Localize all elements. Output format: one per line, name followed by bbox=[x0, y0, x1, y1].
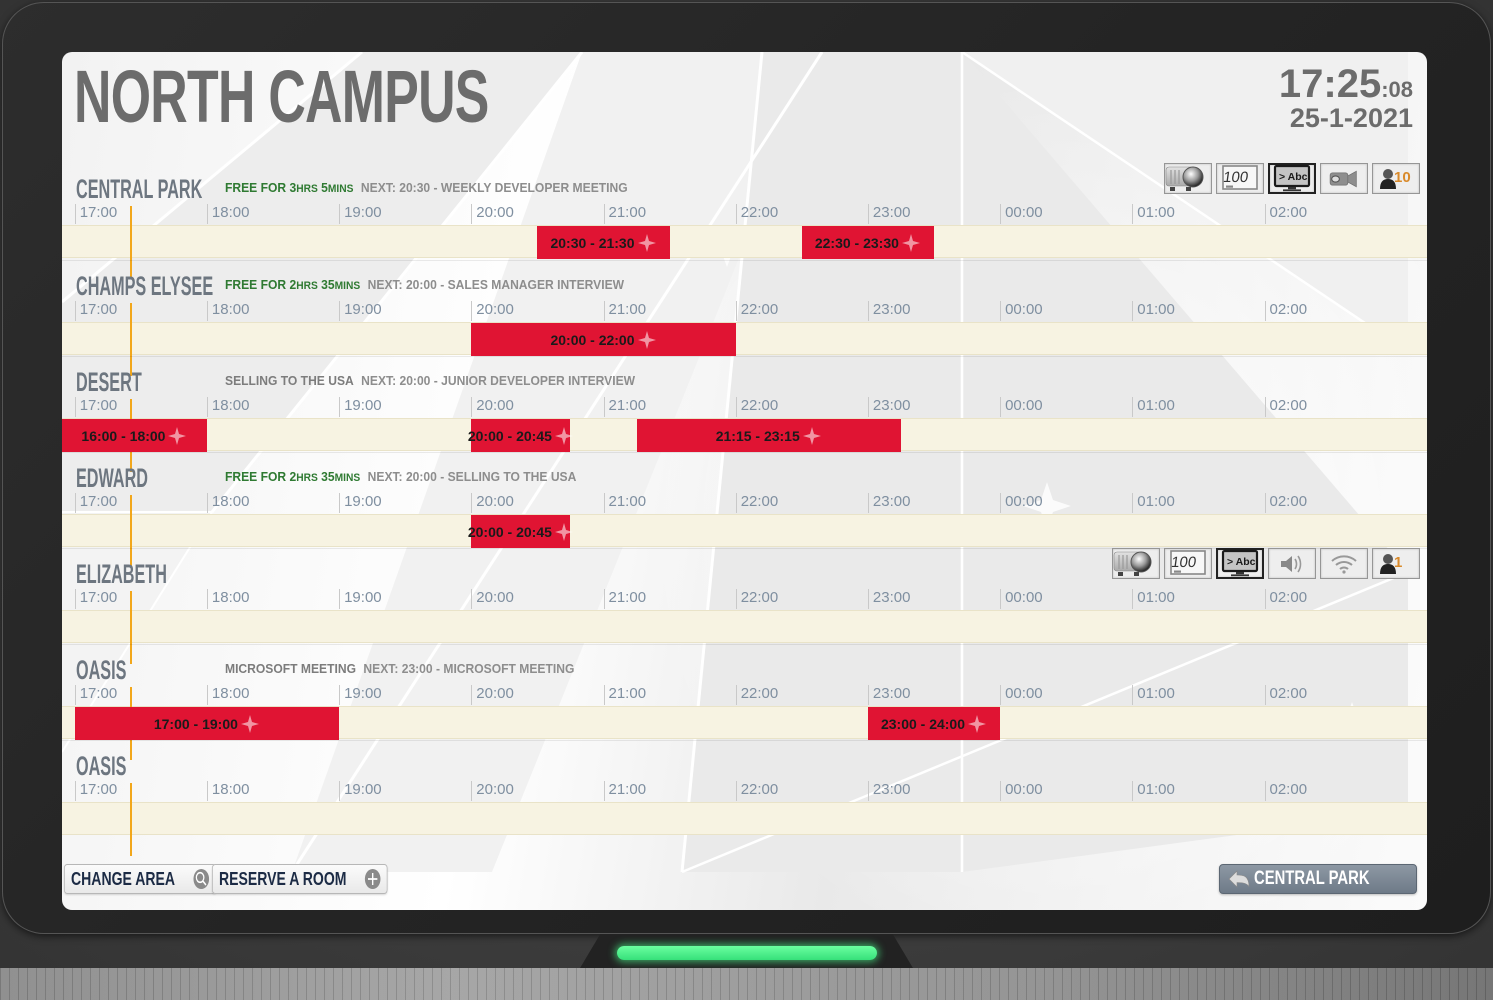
svg-text:> Abc: > Abc bbox=[1279, 171, 1308, 183]
svg-text:100: 100 bbox=[1222, 169, 1249, 186]
svg-text:> Abc: > Abc bbox=[1227, 556, 1256, 568]
svg-text:100: 100 bbox=[1170, 554, 1197, 571]
svg-text:10: 10 bbox=[1394, 169, 1411, 186]
svg-text:1: 1 bbox=[1394, 554, 1402, 571]
